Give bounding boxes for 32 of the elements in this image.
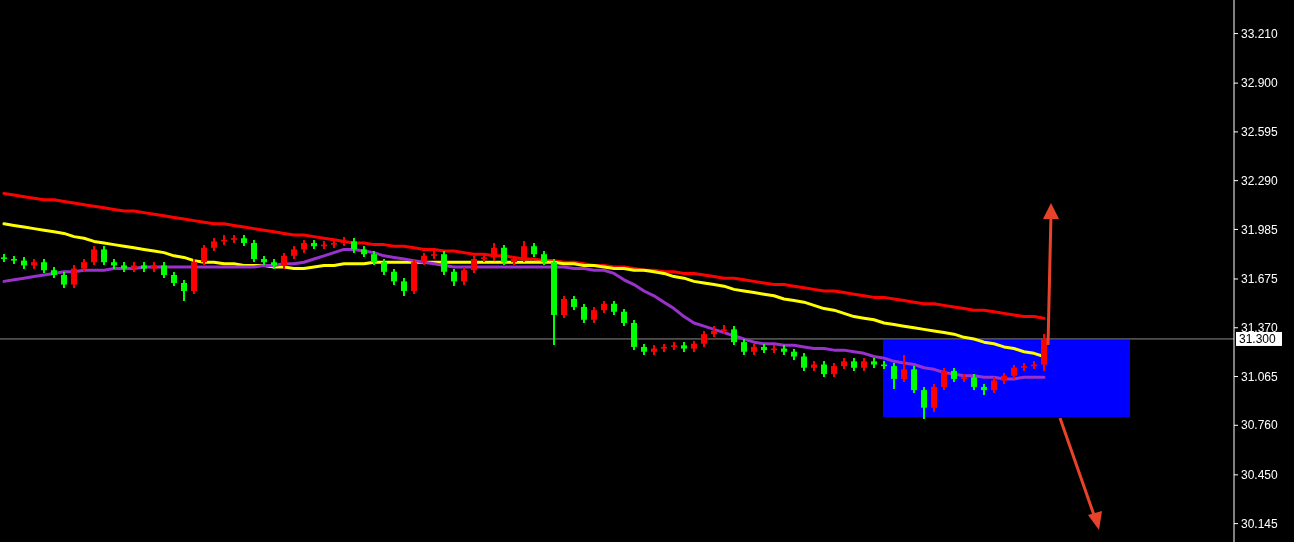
candlestick xyxy=(631,318,637,352)
y-tick-label: 30.450 xyxy=(1241,468,1279,483)
candlestick xyxy=(521,240,527,264)
y-tick-label: 32.595 xyxy=(1241,125,1279,140)
y-tick-label: 31.370 xyxy=(1241,320,1279,335)
candlestick xyxy=(901,353,907,384)
candlestick xyxy=(581,302,587,324)
candlestick xyxy=(441,250,447,276)
y-tick-label: 31.675 xyxy=(1241,272,1279,287)
candlestick xyxy=(181,278,187,302)
candlestick xyxy=(101,245,107,267)
ref-line-label: 31.300 xyxy=(1239,332,1277,347)
candlestick xyxy=(931,382,937,414)
candlestick xyxy=(941,366,947,392)
y-tick-label: 31.065 xyxy=(1241,369,1279,384)
candlestick xyxy=(201,243,207,267)
candlestick xyxy=(891,361,897,390)
line-series xyxy=(2,191,1046,320)
candlestick xyxy=(911,365,917,395)
y-tick-label: 32.290 xyxy=(1241,173,1279,188)
y-tick-label: 32.900 xyxy=(1241,76,1279,91)
candlestick xyxy=(501,243,507,267)
y-tick-label: 33.210 xyxy=(1241,26,1279,41)
candlestick xyxy=(91,245,97,267)
candlestick xyxy=(71,264,77,289)
candlestick xyxy=(921,385,927,420)
y-tick-label: 31.985 xyxy=(1241,222,1279,237)
y-tick-label: 30.145 xyxy=(1241,516,1279,531)
candlestick xyxy=(251,238,257,264)
y-tick-label: 30.760 xyxy=(1241,418,1279,433)
candlestick xyxy=(731,325,737,347)
candlestick xyxy=(561,294,567,320)
